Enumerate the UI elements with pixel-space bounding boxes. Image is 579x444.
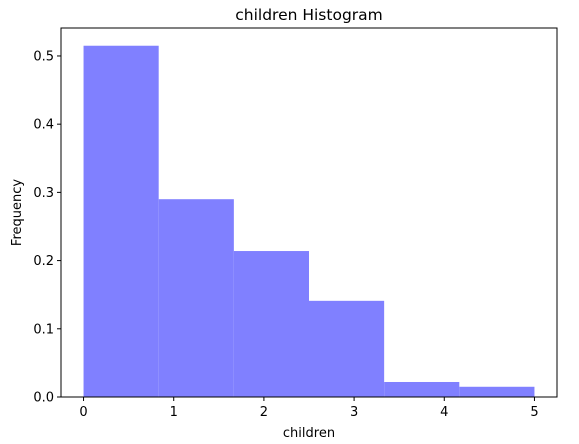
histogram-bar-4 bbox=[384, 381, 460, 397]
y-tick-label: 0.1 bbox=[33, 322, 54, 337]
x-tick-label: 5 bbox=[530, 405, 538, 420]
x-tick-label: 0 bbox=[79, 405, 87, 420]
histogram-bar-0 bbox=[83, 45, 159, 397]
histogram-bar-3 bbox=[309, 300, 385, 397]
x-axis-title: children bbox=[283, 426, 335, 441]
x-tick-label: 2 bbox=[260, 405, 268, 420]
x-tick-label: 1 bbox=[170, 405, 178, 420]
histogram-bar-5 bbox=[459, 386, 535, 397]
bars-group bbox=[83, 45, 535, 397]
y-tick-label: 0.2 bbox=[33, 254, 54, 269]
x-tick-label: 3 bbox=[350, 405, 358, 420]
x-axis-ticks: 0 1 2 3 4 5 bbox=[79, 397, 539, 420]
plot-frame bbox=[60, 27, 558, 398]
histogram-bar-1 bbox=[158, 199, 234, 397]
y-tick-label: 0.5 bbox=[33, 49, 54, 64]
y-tick-label: 0.4 bbox=[33, 118, 54, 133]
y-axis-title: Frequency bbox=[10, 179, 25, 246]
y-tick-label: 0.3 bbox=[33, 186, 54, 201]
y-axis-ticks: 0.0 0.1 0.2 0.3 0.4 0.5 bbox=[33, 49, 61, 406]
histogram-bar-2 bbox=[233, 251, 309, 397]
chart-title: children Histogram bbox=[235, 6, 383, 24]
x-tick-label: 4 bbox=[440, 405, 448, 420]
y-tick-label: 0.0 bbox=[33, 391, 54, 406]
